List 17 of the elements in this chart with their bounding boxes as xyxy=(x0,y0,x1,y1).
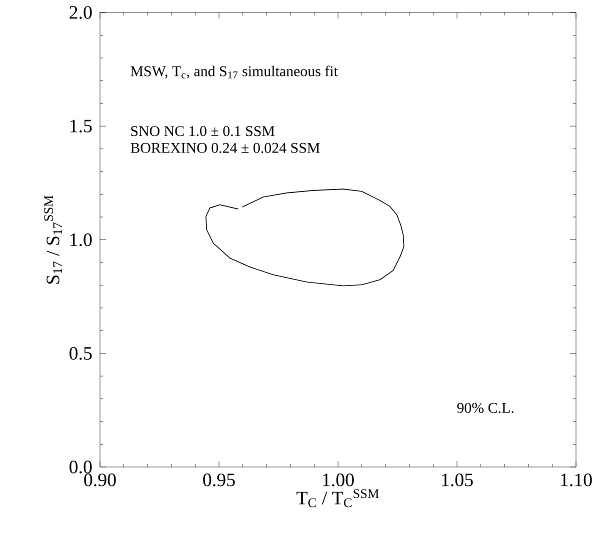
annotation: 90% C.L. xyxy=(457,402,514,413)
y-tick-label: 2.0 xyxy=(70,6,92,19)
x-tick-label: 1.05 xyxy=(442,474,473,486)
y-axis-title: S$_{17}$ / S$_{17}$SSM xyxy=(44,195,62,284)
y-tick-label: 0.0 xyxy=(70,460,92,474)
x-tick-label: 1.00 xyxy=(323,474,354,486)
y-tick-label: 0.5 xyxy=(70,346,92,360)
annotation: MSW, T$_{c}$, and S$_{17}$ simultaneous fit xyxy=(130,66,338,78)
annotation: BOREXINO 0.24 ± 0.024 SSM xyxy=(130,142,320,154)
y-tick-label: 1.0 xyxy=(70,233,92,246)
x-tick-label: 0.90 xyxy=(84,474,116,486)
x-tick-label: 1.10 xyxy=(561,474,592,486)
annotation: SNO NC 1.0 ± 0.1 SSM xyxy=(131,126,275,136)
x-axis-title: T$_{C}$ / T$_{C}$SSM xyxy=(296,489,379,508)
y-tick-label: 1.5 xyxy=(70,120,92,132)
x-tick-label: 0.95 xyxy=(203,474,235,486)
line-series xyxy=(206,188,404,286)
